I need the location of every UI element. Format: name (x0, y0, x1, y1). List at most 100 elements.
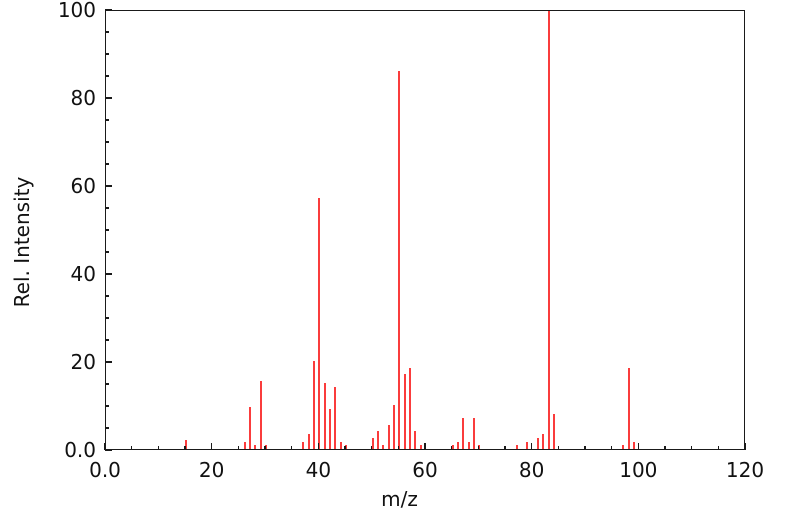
spectrum-peak (371, 438, 374, 449)
peaks-layer (106, 11, 744, 449)
spectrum-peak (312, 361, 316, 449)
spectrum-peak (462, 418, 465, 449)
spectrum-peak (382, 444, 385, 449)
x-tick-minor (344, 446, 346, 450)
y-axis-title: Rel. Intensity (10, 176, 34, 308)
spectrum-peak (456, 442, 460, 449)
spectrum-peak (254, 444, 257, 449)
spectrum-peak (552, 413, 556, 449)
y-tick-minor (105, 339, 109, 341)
spectrum-peak (248, 407, 252, 449)
spectrum-peak (451, 444, 454, 449)
x-tick-minor (664, 446, 666, 450)
spectrum-peak (515, 444, 518, 449)
y-tick-minor (105, 427, 109, 429)
x-tick-minor (691, 446, 693, 450)
spectrum-peak (403, 374, 406, 449)
spectrum-peak (243, 442, 246, 449)
spectrum-peak (318, 198, 321, 449)
y-tick-major (105, 273, 112, 275)
spectrum-peak (334, 387, 337, 449)
x-tick-minor (157, 446, 159, 450)
y-tick-minor (105, 405, 109, 407)
spectrum-peak (542, 433, 545, 449)
x-tick-major (424, 443, 426, 450)
y-tick-label: 80 (70, 86, 96, 110)
spectrum-peak (547, 11, 550, 449)
x-tick-minor (717, 446, 719, 450)
spectrum-peak (259, 380, 262, 449)
spectrum-peak (467, 442, 470, 449)
x-axis-title: m/z (381, 487, 418, 511)
x-tick-minor (557, 446, 559, 450)
x-tick-minor (504, 446, 506, 450)
x-tick-minor (184, 446, 186, 450)
y-tick-major (105, 9, 112, 11)
x-tick-major (531, 443, 533, 450)
y-tick-minor (105, 163, 109, 165)
spectrum-peak (264, 445, 268, 449)
spectrum-peak (323, 383, 326, 449)
x-tick-major (104, 443, 106, 450)
y-tick-label: 40 (70, 262, 96, 286)
spectrum-peak (478, 444, 481, 449)
y-tick-minor (105, 317, 109, 319)
spectrum-peak (302, 442, 305, 449)
spectrum-peak (339, 442, 342, 449)
x-tick-minor (371, 446, 373, 450)
y-tick-major (105, 361, 112, 363)
y-tick-minor (105, 141, 109, 143)
x-tick-minor (477, 446, 479, 450)
spectrum-peak (472, 418, 476, 449)
spectrum-peak (419, 444, 422, 449)
spectrum-peak (376, 431, 380, 449)
plot-area (105, 10, 745, 450)
y-tick-minor (105, 383, 109, 385)
x-tick-label: 40 (305, 458, 332, 482)
x-tick-label: 100 (619, 458, 658, 482)
spectrum-peak (344, 445, 348, 449)
y-tick-label: 20 (70, 350, 96, 374)
x-tick-minor (451, 446, 453, 450)
x-tick-minor (264, 446, 266, 450)
y-tick-label: 60 (70, 174, 96, 198)
x-tick-major (211, 443, 213, 450)
x-tick-minor (131, 446, 133, 450)
y-tick-label: 0.0 (64, 438, 96, 462)
y-tick-minor (105, 207, 109, 209)
x-tick-major (744, 443, 746, 450)
spectrum-peak (632, 442, 636, 449)
x-tick-minor (584, 446, 586, 450)
x-tick-minor (237, 446, 239, 450)
spectrum-peak (328, 409, 332, 449)
spectrum-peak (627, 367, 630, 449)
spectrum-peak (307, 433, 310, 449)
x-tick-minor (611, 446, 613, 450)
spectrum-peak (398, 70, 401, 449)
spectrum-peak (392, 405, 396, 449)
x-tick-minor (397, 446, 399, 450)
y-tick-major (105, 97, 112, 99)
y-tick-minor (105, 229, 109, 231)
y-tick-minor (105, 119, 109, 121)
x-tick-label: 20 (198, 458, 225, 482)
spectrum-peak (408, 367, 412, 449)
y-tick-minor (105, 295, 109, 297)
x-tick-major (637, 443, 639, 450)
y-tick-major (105, 185, 112, 187)
x-tick-label: 60 (412, 458, 438, 482)
x-tick-label: 120 (725, 458, 765, 482)
y-tick-minor (105, 31, 109, 33)
x-tick-minor (291, 446, 293, 450)
x-tick-label: 80 (518, 458, 545, 482)
spectrum-peak (536, 438, 540, 449)
spectrum-peak (387, 424, 390, 449)
spectrum-peak (622, 444, 625, 449)
spectrum-peak (526, 442, 529, 449)
y-tick-major (105, 449, 112, 451)
spectrum-peak (184, 440, 188, 449)
x-tick-label: 0.0 (89, 458, 121, 482)
y-tick-minor (105, 53, 109, 55)
y-tick-minor (105, 75, 109, 77)
